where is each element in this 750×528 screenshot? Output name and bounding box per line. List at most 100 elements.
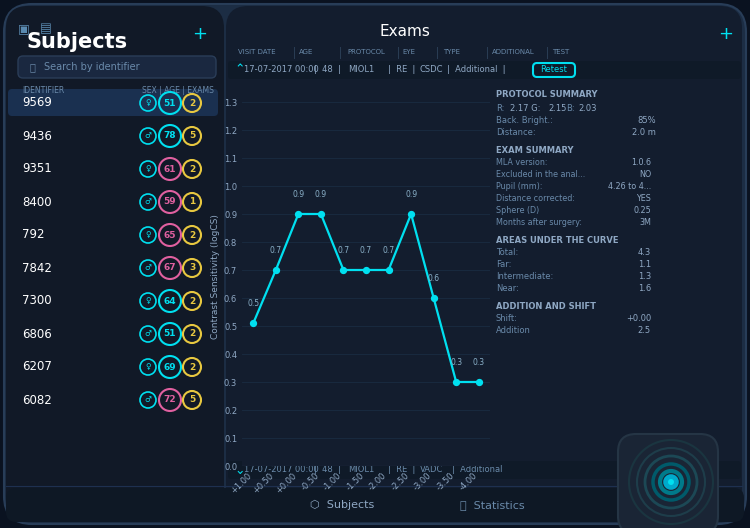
Text: PROTOCOL SUMMARY: PROTOCOL SUMMARY <box>496 90 598 99</box>
Text: ⬡  Subjects: ⬡ Subjects <box>310 500 374 510</box>
Text: MIOL1: MIOL1 <box>348 65 374 74</box>
Text: 2: 2 <box>189 165 195 174</box>
Text: ♀: ♀ <box>146 363 151 372</box>
Text: ♂: ♂ <box>145 131 152 140</box>
Point <box>248 319 259 327</box>
Text: 6207: 6207 <box>22 361 52 373</box>
Text: 51: 51 <box>164 329 176 338</box>
Text: ⌃: ⌃ <box>234 63 244 77</box>
Text: 0.7: 0.7 <box>360 246 372 254</box>
Point <box>360 266 372 274</box>
Text: TEST: TEST <box>552 49 569 55</box>
Text: Addition: Addition <box>496 326 531 335</box>
Text: 3: 3 <box>189 263 195 272</box>
Text: 792: 792 <box>22 229 44 241</box>
Text: SEX | AGE | EXAMS: SEX | AGE | EXAMS <box>142 86 214 95</box>
Text: VADC: VADC <box>420 466 443 475</box>
Text: 6082: 6082 <box>22 393 52 407</box>
Point <box>382 266 394 274</box>
Text: ⌄: ⌄ <box>234 464 244 476</box>
FancyBboxPatch shape <box>18 56 216 78</box>
Text: 2: 2 <box>189 363 195 372</box>
Text: IDENTIFIER: IDENTIFIER <box>22 86 64 95</box>
Point <box>270 266 282 274</box>
Point <box>472 378 484 386</box>
Text: 0.9: 0.9 <box>292 190 304 199</box>
Text: ♂: ♂ <box>145 197 152 206</box>
Text: Shift:: Shift: <box>496 314 517 323</box>
Text: 0.9: 0.9 <box>315 190 327 199</box>
Text: 78: 78 <box>164 131 176 140</box>
Text: 0.9: 0.9 <box>405 190 417 199</box>
Text: EXAM SUMMARY: EXAM SUMMARY <box>496 146 574 155</box>
Text: Search by identifier: Search by identifier <box>44 62 140 72</box>
Text: 1.0.6: 1.0.6 <box>631 158 651 167</box>
Text: ADDITION AND SHIFT: ADDITION AND SHIFT <box>496 302 596 311</box>
Text: 0.5: 0.5 <box>248 299 259 308</box>
Text: ♀: ♀ <box>146 165 151 174</box>
Text: 9351: 9351 <box>22 163 52 175</box>
Text: ADDITIONAL: ADDITIONAL <box>492 49 535 55</box>
FancyBboxPatch shape <box>8 89 218 116</box>
Text: 59: 59 <box>164 197 176 206</box>
Point <box>427 294 439 302</box>
Text: 7300: 7300 <box>22 295 52 307</box>
Text: 2.17 G:: 2.17 G: <box>510 104 540 113</box>
Text: 85%: 85% <box>638 116 656 125</box>
Text: 6806: 6806 <box>22 327 52 341</box>
FancyBboxPatch shape <box>228 461 741 479</box>
FancyBboxPatch shape <box>226 6 742 522</box>
Text: ♂: ♂ <box>145 263 152 272</box>
Text: 0.7: 0.7 <box>382 246 394 254</box>
Text: ♀: ♀ <box>146 99 151 108</box>
Text: 2: 2 <box>189 329 195 338</box>
Text: 0.3: 0.3 <box>450 357 462 366</box>
Text: EYE: EYE <box>402 49 415 55</box>
Text: +: + <box>718 25 734 43</box>
Text: 0.3: 0.3 <box>472 357 484 366</box>
Text: Pupil (mm):: Pupil (mm): <box>496 182 542 191</box>
Text: 🔍: 🔍 <box>30 62 36 72</box>
Point <box>405 210 417 218</box>
Text: 1: 1 <box>189 197 195 206</box>
Text: TYPE: TYPE <box>443 49 460 55</box>
Text: Excluded in the anal...: Excluded in the anal... <box>496 170 585 179</box>
Text: Distance corrected:: Distance corrected: <box>496 194 575 203</box>
Text: 7842: 7842 <box>22 261 52 275</box>
Text: ▤: ▤ <box>40 22 52 35</box>
Text: |  Additional: | Additional <box>452 466 503 475</box>
Text: |  48  |: | 48 | <box>314 466 340 475</box>
Text: AREAS UNDER THE CURVE: AREAS UNDER THE CURVE <box>496 236 619 245</box>
Text: AGE: AGE <box>299 49 314 55</box>
Y-axis label: Contrast Sensitivity (logCS): Contrast Sensitivity (logCS) <box>211 214 220 340</box>
Text: 1.1: 1.1 <box>638 260 651 269</box>
Text: 2.03: 2.03 <box>578 104 596 113</box>
Text: 64: 64 <box>164 297 176 306</box>
Text: Distance:: Distance: <box>496 128 536 137</box>
Text: PROTOCOL: PROTOCOL <box>347 49 385 55</box>
Text: Subjects: Subjects <box>26 32 127 52</box>
Text: 61: 61 <box>164 165 176 174</box>
Text: ▣: ▣ <box>18 22 30 35</box>
Text: B:: B: <box>566 104 574 113</box>
Text: Back. Bright.:: Back. Bright.: <box>496 116 553 125</box>
Text: ♀: ♀ <box>146 231 151 240</box>
Text: 3M: 3M <box>639 218 651 227</box>
Text: 4.3: 4.3 <box>638 248 651 257</box>
FancyBboxPatch shape <box>4 4 746 524</box>
Text: 📊  Statistics: 📊 Statistics <box>460 500 525 510</box>
Point <box>450 378 462 386</box>
Text: 0.7: 0.7 <box>338 246 350 254</box>
Text: 9569: 9569 <box>22 97 52 109</box>
Text: +0.00: +0.00 <box>626 314 651 323</box>
FancyBboxPatch shape <box>228 61 741 79</box>
Point <box>338 266 350 274</box>
Text: CSDC: CSDC <box>420 65 443 74</box>
Text: VISIT DATE: VISIT DATE <box>238 49 276 55</box>
Text: 4.26 to 4...: 4.26 to 4... <box>608 182 651 191</box>
Text: NO: NO <box>639 170 651 179</box>
Text: ♀: ♀ <box>146 297 151 306</box>
Text: R:: R: <box>496 104 504 113</box>
Text: |  RE  |: | RE | <box>388 466 416 475</box>
Text: YES: YES <box>636 194 651 203</box>
